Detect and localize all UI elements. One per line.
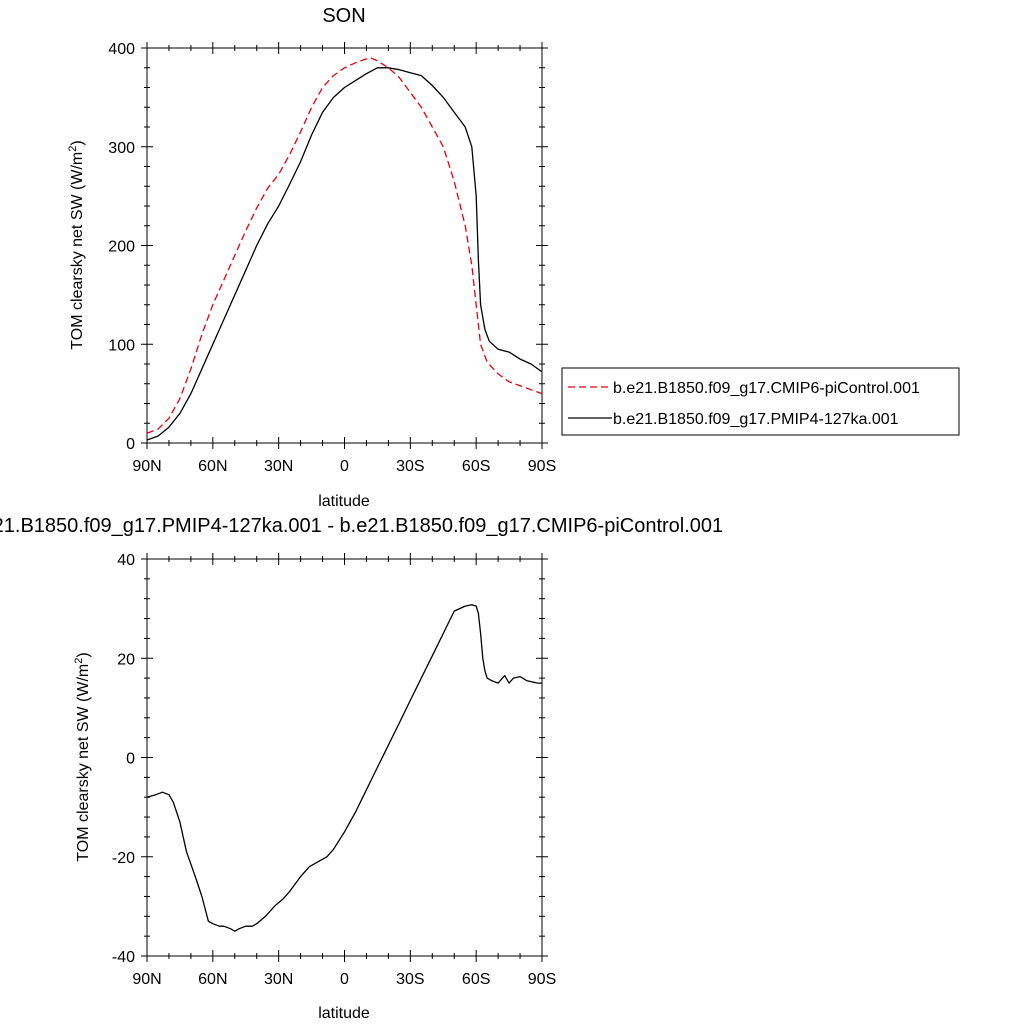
panel-top-series	[146, 57, 543, 441]
panel-bottom-x-tick-label: 90S	[528, 971, 556, 988]
panel-top-y-tick-label: 400	[108, 41, 135, 58]
panel-top-plot-frame	[146, 47, 543, 444]
panel-bottom-x-tick-label: 60N	[198, 971, 227, 988]
panel-top-x-tick-label: 90S	[528, 458, 556, 475]
panel-bottom-series	[146, 604, 542, 932]
panel-bottom-ticks: 90N 60N 30N 0 30S 60S 90S -40 -20 0 20 40	[112, 552, 556, 988]
panel-top-x-tick-label: 30S	[396, 458, 424, 475]
panel-bottom-x-tick-label: 30S	[396, 971, 424, 988]
panel-bottom-title: b.e21.B1850.f09_g17.PMIP4-127ka.001 - b.…	[0, 515, 723, 537]
panel-bottom-y-tick-label: 40	[117, 552, 135, 569]
panel-top-series-line-2	[146, 67, 543, 441]
panel-bottom-y-axis-label: TOM clearsky net SW (W/m2)	[73, 652, 92, 861]
panel-bottom-x-tick-label: 30N	[264, 971, 293, 988]
panel-top-y-axis-label: TOM clearsky net SW (W/m2)	[67, 140, 86, 349]
panel-top-series-line-1	[146, 57, 543, 434]
panel-top-x-tick-label: 60N	[198, 458, 227, 475]
legend: b.e21.B1850.f09_g17.CMIP6-piControl.001 …	[561, 367, 960, 436]
panel-top-ticks: 90N 60N 30N 0 30S 60S 90S 0 100 200 300 400	[108, 41, 556, 475]
panel-bottom-x-tick-label: 60S	[462, 971, 490, 988]
panel-top-y-tick-label: 300	[108, 140, 135, 157]
panel-top-x-tick-label: 60S	[462, 458, 490, 475]
legend-box	[561, 367, 960, 436]
panel-bottom-series-line-1	[146, 604, 542, 932]
panel-top-y-tick-label: 200	[108, 239, 135, 256]
legend-label-picontrol: b.e21.B1850.f09_g17.CMIP6-piControl.001	[613, 380, 920, 397]
panel-bottom-y-tick-label: 20	[117, 651, 135, 668]
panel-top-title: SON	[322, 5, 365, 27]
panel-top-y-tick-label: 100	[108, 337, 135, 354]
panel-bottom-y-tick-label: -20	[112, 850, 135, 867]
panel-bottom-x-tick-label: 0	[340, 971, 349, 988]
panel-bottom-y-tick-label: 0	[126, 751, 135, 768]
panel-bottom: b.e21.B1850.f09_g17.PMIP4-127ka.001 - b.…	[0, 515, 723, 1022]
panel-top-x-tick-label: 30N	[264, 458, 293, 475]
panel-bottom-y-tick-label: -40	[112, 949, 135, 966]
panel-top-x-tick-label: 90N	[132, 458, 161, 475]
panel-top: SON 90N 60N 30N 0 30S 60S 90S 0 100 200 300 400 lat…	[67, 5, 960, 510]
legend-label-pmip4: b.e21.B1850.f09_g17.PMIP4-127ka.001	[613, 411, 899, 428]
panel-top-y-tick-label: 0	[126, 436, 135, 453]
panel-bottom-x-tick-label: 90N	[132, 971, 161, 988]
panel-top-x-axis-label: latitude	[318, 493, 370, 510]
panel-bottom-plot-frame	[146, 558, 543, 957]
panel-bottom-x-axis-label: latitude	[318, 1005, 370, 1022]
panel-top-x-tick-label: 0	[340, 458, 349, 475]
